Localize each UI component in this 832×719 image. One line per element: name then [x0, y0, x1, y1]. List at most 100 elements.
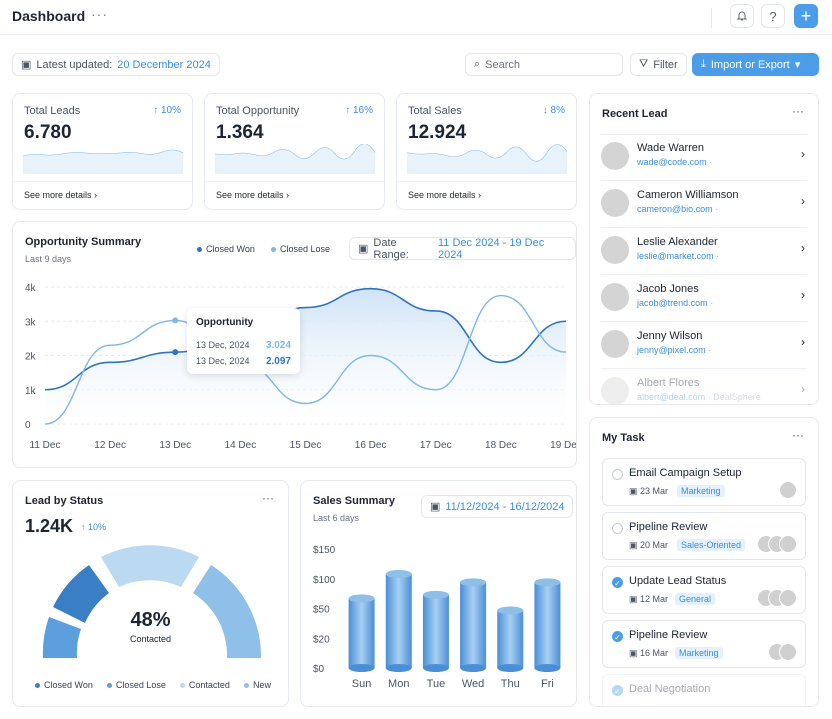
filter-icon: ⛛ — [639, 58, 649, 70]
chevron-right-icon: › — [801, 335, 805, 349]
bar — [422, 594, 449, 668]
filter-button[interactable]: ⛛ Filter — [630, 53, 687, 76]
calendar-icon: ▣ — [21, 59, 32, 71]
lead-name: Leslie Alexander — [637, 236, 718, 248]
legend-label: New — [252, 680, 271, 690]
filter-label: Filter — [653, 58, 678, 71]
help-icon[interactable]: ? — [761, 4, 785, 28]
task-checkbox[interactable] — [612, 469, 623, 480]
stat-change: ↓ 8% — [542, 105, 565, 116]
updated-label: Latest updated: — [36, 58, 113, 71]
task-item[interactable]: Pipeline Review ▣ 20 Mar Sales-Oriented — [602, 512, 806, 560]
bar-cap — [460, 578, 487, 587]
task-item[interactable]: ✓ Pipeline Review ▣ 16 Mar Marketing — [602, 620, 806, 668]
see-more-link[interactable]: See more details › — [205, 181, 384, 209]
y-tick-label: $150 — [313, 545, 336, 556]
legend-item: Closed Won — [35, 680, 93, 690]
add-button[interactable]: + — [794, 4, 818, 28]
email-extra: · — [710, 298, 714, 308]
lead-name: Jacob Jones — [637, 283, 699, 295]
avatar — [601, 283, 629, 311]
bar-base — [534, 664, 561, 672]
bar-cap — [534, 578, 561, 587]
stat-change: ↑ 16% — [345, 105, 373, 116]
task-item[interactable]: Email Campaign Setup ▣ 23 Mar Marketing — [602, 458, 806, 506]
bar-base — [422, 664, 449, 672]
search-input[interactable]: ⌕ Search — [465, 53, 623, 76]
x-tick-label: Tue — [427, 678, 446, 690]
x-tick-label: 11 Dec — [30, 440, 61, 451]
more-icon[interactable]: ··· — [792, 428, 804, 442]
avatar — [601, 330, 629, 358]
task-checkbox[interactable] — [612, 523, 623, 534]
task-checkbox[interactable]: ✓ — [612, 577, 623, 588]
email-text: leslie@market.com — [637, 251, 714, 261]
y-tick-label: $0 — [313, 664, 325, 675]
range-label: Date Range: — [373, 236, 409, 261]
stat-label: Total Opportunity — [216, 105, 300, 117]
lead-email: leslie@market.com · — [637, 251, 719, 261]
legend-item: Closed Lose — [106, 680, 166, 690]
card-subtitle: Last 6 days — [313, 513, 360, 523]
calendar-icon: ▣ — [629, 540, 638, 550]
legend-label: Closed Lose — [280, 244, 331, 254]
see-more-link[interactable]: See more details › — [13, 181, 192, 209]
task-date-text: 23 Mar — [640, 486, 669, 496]
task-tag: Marketing — [677, 485, 725, 497]
task-item[interactable]: ✓ Deal Negotiation — [602, 674, 806, 706]
import-export-button[interactable]: ⤓ Import or Export ▾ — [692, 53, 819, 76]
updated-date: 20 December 2024 — [117, 58, 211, 71]
highlight-point — [172, 349, 179, 356]
x-tick-label: 15 Dec — [290, 440, 322, 451]
email-extra: · — [709, 157, 713, 167]
y-tick-label: 2k — [25, 352, 37, 363]
date-range-button[interactable]: ▣ Date Range: 11 Dec 2024 - 19 Dec 2024 — [349, 236, 576, 261]
stat-change: ↑ 10% — [153, 105, 181, 116]
avatar — [779, 535, 797, 553]
more-icon[interactable]: ··· — [91, 6, 108, 22]
sales-date-range[interactable]: ▣ 11/12/2024 - 16/12/2024 — [421, 495, 574, 518]
gauge-percent: 48% — [130, 609, 171, 631]
tooltip-date: 13 Dec, 2024 — [196, 340, 250, 350]
divider — [711, 8, 712, 28]
lead-row[interactable]: Albert Flores albert@deal.com · DealSpher… — [601, 369, 807, 404]
see-more-label: See more details — [24, 190, 92, 200]
lead-row[interactable]: Cameron Williamson cameron@bio.com · › — [601, 181, 807, 228]
lead-row[interactable]: Leslie Alexander leslie@market.com · › — [601, 228, 807, 275]
task-date-text: 20 Mar — [640, 540, 669, 550]
task-tag: Sales-Oriented — [677, 539, 746, 551]
lead-email: wade@code.com · — [637, 157, 712, 167]
sparkline — [23, 149, 183, 174]
bar — [460, 582, 487, 668]
see-more-link[interactable]: See more details › — [397, 181, 576, 209]
lead-row[interactable]: Wade Warren wade@code.com · › — [601, 134, 807, 181]
download-icon: ⤓ — [701, 58, 706, 70]
chevron-right-icon: › — [801, 147, 805, 161]
lead-gauge — [42, 545, 262, 658]
lead-row[interactable]: Jenny Wilson jenny@pixel.com · › — [601, 322, 807, 369]
email-text: albert@deal.com — [637, 392, 706, 402]
x-tick-label: 18 Dec — [485, 440, 517, 451]
task-date-text: 12 Mar — [640, 594, 669, 604]
tooltip-value: 2.097 — [265, 356, 291, 367]
calendar-icon: ▣ — [629, 648, 638, 658]
series-line-closed-lose — [44, 294, 567, 425]
email-text: wade@code.com — [637, 157, 707, 167]
legend-closed-lose: Closed Lose — [271, 244, 330, 254]
task-checkbox[interactable]: ✓ — [612, 685, 623, 696]
lead-row[interactable]: Jacob Jones jacob@trend.com · › — [601, 275, 807, 322]
more-icon[interactable]: ··· — [262, 491, 274, 505]
x-tick-label: Thu — [501, 678, 520, 690]
legend-dot — [179, 683, 185, 689]
legend-label: Closed Won — [44, 680, 93, 690]
task-checkbox[interactable]: ✓ — [612, 631, 623, 642]
lead-status-legend: Closed Won Closed Lose Contacted New — [35, 680, 271, 690]
tooltip-title: Opportunity — [196, 317, 254, 328]
page-title: Dashboard — [12, 8, 86, 24]
more-icon[interactable]: ··· — [792, 104, 804, 118]
y-tick-label: $20 — [313, 634, 330, 645]
task-title: Pipeline Review — [629, 629, 708, 641]
bell-icon[interactable] — [730, 4, 754, 28]
task-title: Update Lead Status — [629, 575, 727, 587]
task-item[interactable]: ✓ Update Lead Status ▣ 12 Mar General — [602, 566, 806, 614]
